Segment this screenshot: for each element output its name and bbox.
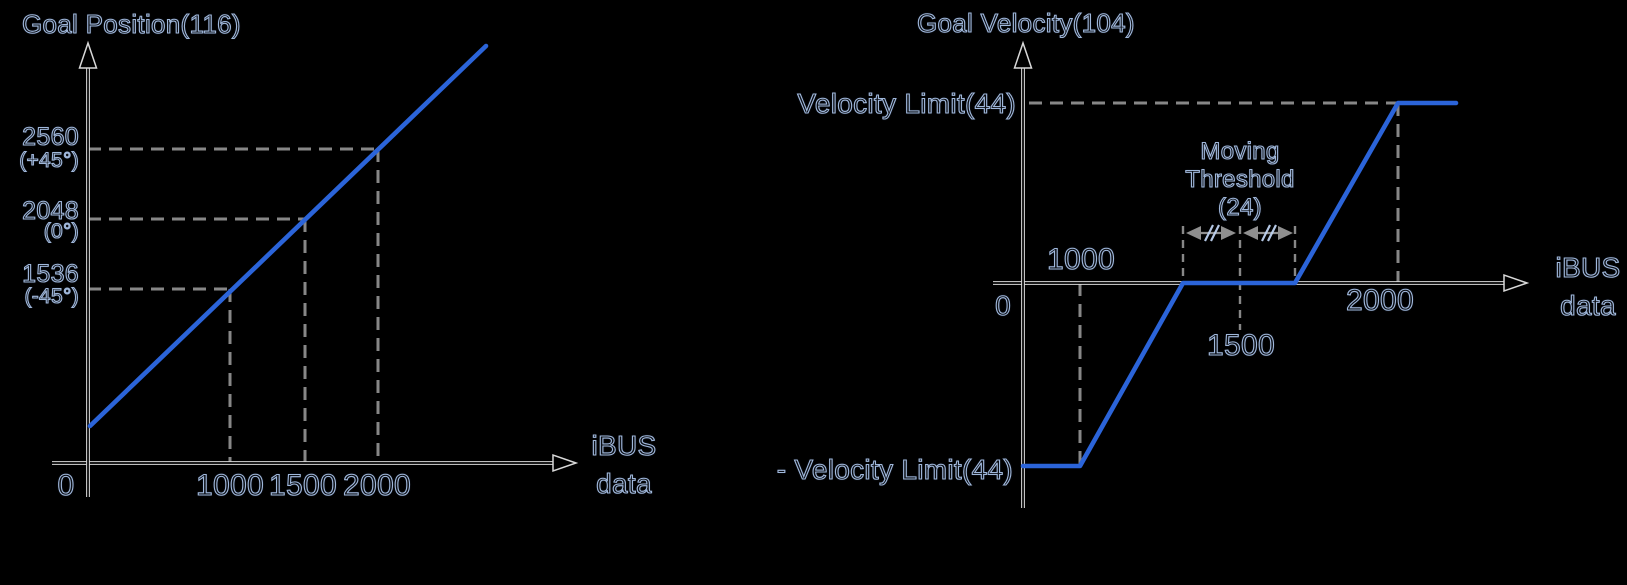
- x-tick-2000: 2000: [342, 469, 411, 502]
- moving-threshold-label-line2: Threshold: [1185, 166, 1295, 193]
- velocity-limit-bottom-label: - Velocity Limit(44): [776, 454, 1013, 485]
- x-axis-label-line2: data: [1560, 290, 1617, 321]
- goal-position-line: [87, 43, 489, 429]
- moving-threshold-label-line1: Moving: [1200, 138, 1280, 165]
- y-label-2560: 2560: [22, 123, 80, 151]
- x-tick-1000: 1000: [1046, 243, 1115, 276]
- x-tick-1000: 1000: [195, 469, 264, 502]
- x-tick-2000: 2000: [1345, 284, 1414, 317]
- x-axis-label-line1: iBUS: [1555, 252, 1621, 283]
- y-label-2048-degree: (0°): [43, 220, 79, 243]
- moving-threshold-label-line3: (24): [1217, 194, 1262, 221]
- y-axis-arrow-icon: [1013, 40, 1033, 69]
- hash-mark-icon: [1267, 224, 1277, 242]
- goal-position-title: Goal Position(116): [21, 9, 241, 39]
- y-label-1536: 1536: [22, 260, 80, 288]
- x-tick-0: 0: [57, 469, 75, 502]
- goal-velocity-dashed-guides: [1029, 101, 1400, 466]
- goal-position-axes: [52, 40, 579, 497]
- y-label-2560-degree: (+45°): [19, 149, 80, 172]
- y-label-1536-degree: (-45°): [24, 285, 79, 308]
- y-label-2048: 2048: [22, 197, 80, 225]
- x-axis-arrow-icon: [552, 453, 579, 473]
- hash-mark-icon: [1210, 224, 1220, 242]
- x-axis-arrow-icon: [1503, 273, 1530, 293]
- x-tick-1500: 1500: [268, 469, 337, 502]
- goal-velocity-curve: [1020, 100, 1459, 469]
- moving-threshold-span-arrows: [1186, 224, 1293, 242]
- origin-tick-0: 0: [995, 290, 1012, 321]
- velocity-limit-top-label: Velocity Limit(44): [797, 88, 1016, 119]
- x-axis-label-line1: iBUS: [591, 430, 657, 461]
- goal-velocity-title: Goal Velocity(104): [916, 8, 1135, 38]
- hash-mark-icon: [1204, 224, 1214, 242]
- x-tick-1500: 1500: [1206, 329, 1275, 362]
- x-axis-label-line2: data: [596, 468, 653, 499]
- moving-threshold-dashed-ticks: [1181, 226, 1297, 330]
- hash-mark-icon: [1261, 224, 1271, 242]
- goal-position-dashed-guides: [88, 147, 380, 463]
- y-axis-arrow-icon: [78, 40, 98, 69]
